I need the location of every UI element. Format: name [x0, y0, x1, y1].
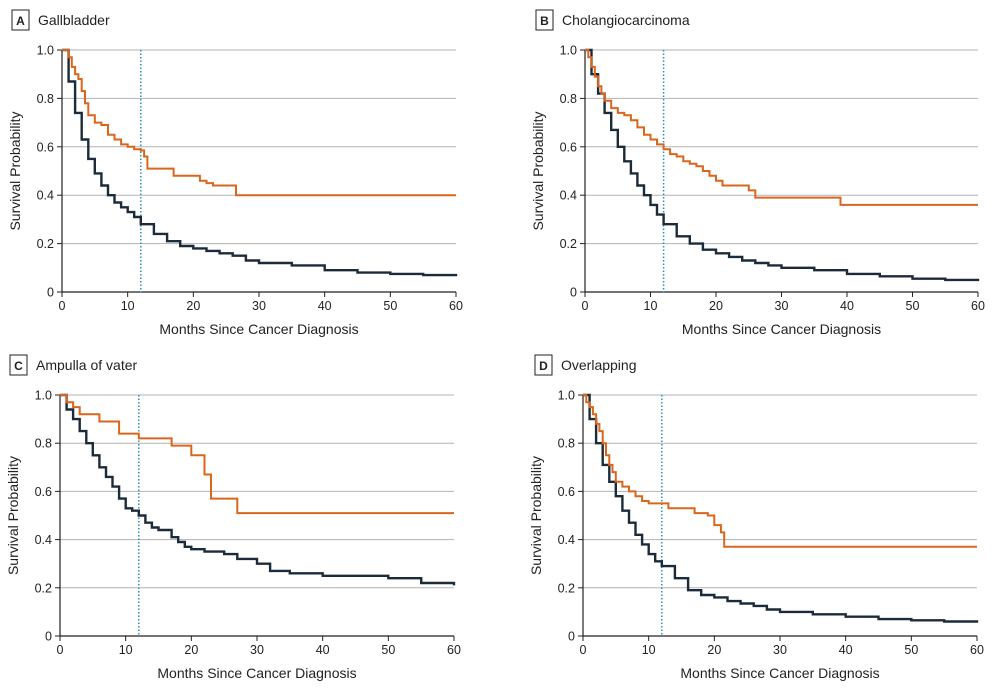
x-tick-label: 50 — [904, 643, 918, 657]
y-tick-label: 0.6 — [35, 485, 52, 499]
x-tick-label: 60 — [971, 299, 985, 313]
y-axis-label: Survival Probability — [5, 456, 21, 575]
panel-letter-box — [534, 354, 553, 376]
panel-d: D Overlapping 0 0.2 0.4 0.6 0.8 1.0 0 10 20 30 40 50 6… — [528, 354, 984, 681]
x-tick-label: 20 — [709, 299, 723, 313]
x-tick-label: 60 — [447, 643, 461, 657]
panel-letter: A — [16, 14, 25, 28]
x-tick-label: 0 — [57, 643, 64, 657]
x-axis-label: Months Since Cancer Diagnosis — [159, 321, 358, 337]
panel-c: C Ampulla of vater 0 0.2 0.4 0.6 0.8 1.0 0 10 20 30… — [5, 354, 461, 681]
x-tick-label: 40 — [839, 643, 853, 657]
x-tick-label: 50 — [906, 299, 920, 313]
y-tick-label: 0.6 — [37, 140, 54, 154]
x-tick-label: 20 — [186, 299, 200, 313]
panel-letter-box — [535, 9, 554, 31]
y-tick-label: 0.8 — [560, 92, 577, 106]
y-tick-label: 0.8 — [558, 437, 575, 451]
x-tick-label: 0 — [580, 643, 587, 657]
panel-title: Gallbladder — [38, 12, 110, 28]
y-tick-label: 0.2 — [560, 237, 577, 251]
series-line-subgroup — [585, 49, 978, 206]
panel-a: A Gallbladder 0 0.2 0.4 0.6 0.8 1.0 0 10 20 30 40 50 6… — [7, 9, 463, 337]
y-tick-label: 0 — [47, 286, 54, 300]
x-tick-label: 50 — [381, 643, 395, 657]
y-axis-label: Survival Probability — [530, 111, 546, 230]
x-tick-label: 10 — [119, 643, 133, 657]
x-tick-label: 40 — [318, 299, 332, 313]
y-tick-label: 0.8 — [37, 92, 54, 106]
y-tick-label: 0 — [45, 630, 52, 644]
series-line-subgroup — [62, 49, 456, 197]
panel-letter-box — [9, 354, 28, 376]
panel-title: Cholangiocarcinoma — [562, 12, 690, 28]
x-tick-label: 60 — [449, 299, 463, 313]
panel-letter: D — [539, 359, 548, 373]
y-tick-label: 0.4 — [37, 189, 54, 203]
y-tick-label: 0.2 — [35, 581, 52, 595]
y-tick-label: 0.6 — [560, 140, 577, 154]
x-axis-label: Months Since Cancer Diagnosis — [682, 321, 881, 337]
panel-title: Overlapping — [561, 357, 637, 373]
x-tick-label: 20 — [184, 643, 198, 657]
series-line-overall — [60, 393, 456, 586]
y-tick-label: 0 — [568, 630, 575, 644]
x-tick-label: 30 — [252, 299, 266, 313]
x-axis-label: Months Since Cancer Diagnosis — [680, 665, 879, 681]
y-tick-label: 0.4 — [35, 533, 52, 547]
x-tick-label: 30 — [773, 643, 787, 657]
y-tick-label: 0.4 — [560, 189, 577, 203]
x-tick-label: 0 — [582, 299, 589, 313]
y-tick-label: 0 — [570, 286, 577, 300]
series-line-overall — [62, 48, 458, 277]
y-tick-label: 1.0 — [37, 44, 54, 58]
y-axis-label: Survival Probability — [7, 111, 23, 230]
x-tick-label: 20 — [707, 643, 721, 657]
x-tick-label: 50 — [383, 299, 397, 313]
panel-letter: C — [14, 359, 23, 373]
x-axis-label: Months Since Cancer Diagnosis — [157, 665, 356, 681]
y-tick-label: 0.8 — [35, 437, 52, 451]
y-tick-label: 1.0 — [560, 44, 577, 58]
panel-letter: B — [540, 14, 549, 28]
y-tick-label: 0.4 — [558, 533, 575, 547]
panel-b: B Cholangiocarcinoma 0 0.2 0.4 0.6 0.8 1.0 0 10 20… — [530, 9, 985, 337]
y-tick-label: 0.2 — [558, 581, 575, 595]
x-tick-label: 40 — [840, 299, 854, 313]
x-tick-label: 60 — [970, 643, 984, 657]
x-tick-label: 30 — [250, 643, 264, 657]
y-tick-label: 1.0 — [558, 389, 575, 403]
panel-letter-box — [11, 9, 30, 31]
y-tick-label: 0.2 — [37, 237, 54, 251]
x-tick-label: 10 — [121, 299, 135, 313]
series-line-subgroup — [60, 394, 454, 515]
series-line-overall — [585, 48, 980, 282]
x-tick-label: 40 — [316, 643, 330, 657]
series-line-overall — [583, 393, 979, 623]
x-tick-label: 30 — [775, 299, 789, 313]
panel-title: Ampulla of vater — [36, 357, 137, 373]
series-line-subgroup — [583, 394, 977, 548]
y-axis-label: Survival Probability — [528, 456, 544, 575]
y-tick-label: 1.0 — [35, 389, 52, 403]
y-tick-label: 0.6 — [558, 485, 575, 499]
x-tick-label: 10 — [644, 299, 658, 313]
x-tick-label: 0 — [59, 299, 66, 313]
x-tick-label: 10 — [642, 643, 656, 657]
